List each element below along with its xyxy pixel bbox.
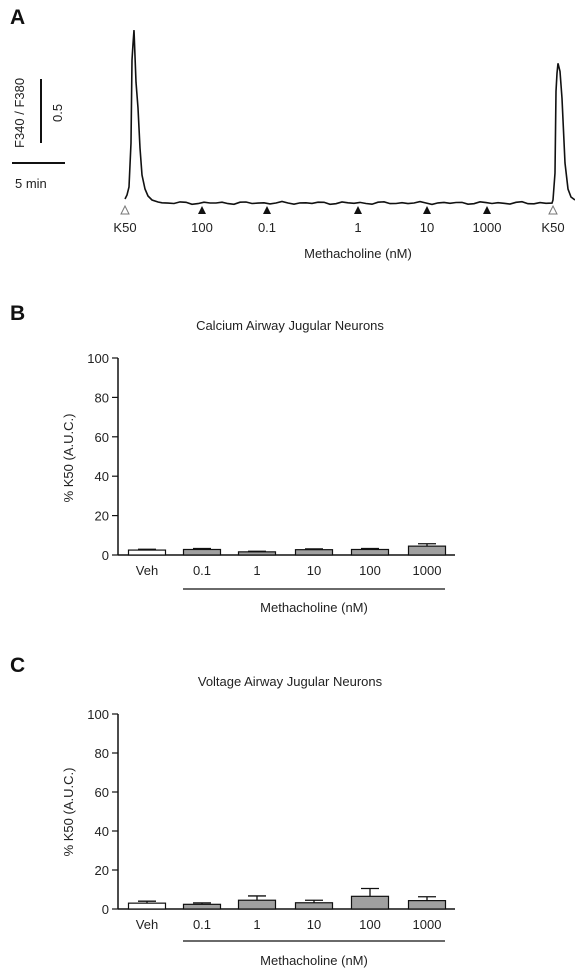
event-marker-10 [423, 206, 431, 214]
chart-c-title: Voltage Airway Jugular Neurons [198, 674, 383, 689]
scale-bar-y-value: 0.5 [50, 104, 65, 122]
panel-c: C Voltage Airway Jugular Neurons % K50 (… [10, 654, 455, 968]
scale-bar-y-label: F340 / F380 [12, 78, 27, 148]
chart-b-x-tick-label-10: 10 [307, 563, 321, 578]
chart-c-y-tick-label-60: 60 [95, 785, 109, 800]
chart-b-y-tick-label-100: 100 [87, 351, 109, 366]
trace-x-axis-label: Methacholine (nM) [304, 246, 412, 261]
chart-c-x-tick-label-1: 1 [253, 917, 260, 932]
chart-c-y-tick-label-40: 40 [95, 824, 109, 839]
chart-c-y-tick-label-100: 100 [87, 707, 109, 722]
chart-c-bar-100 [350, 895, 390, 910]
event-label-10: 10 [420, 220, 434, 235]
event-markers: K50 100 0.1 1 10 1000 K50 [113, 204, 565, 235]
chart-c-x-tick-label-veh: Veh [136, 917, 158, 932]
chart-c-x-tick-label-100: 100 [359, 917, 381, 932]
chart-c-x-axis-label: Methacholine (nM) [260, 953, 368, 968]
event-label-0-1: 0.1 [258, 220, 276, 235]
panel-letter-b: B [10, 302, 25, 325]
chart-c-error-bar-0-1 [193, 902, 211, 905]
chart-b-x-tick-label-100: 100 [359, 563, 381, 578]
calcium-trace-line [124, 30, 575, 206]
event-marker-1 [354, 206, 362, 214]
chart-b-bar-0-1 [182, 548, 222, 556]
chart-c-error-bar-10 [305, 899, 323, 903]
chart-c-y-tick-label-0: 0 [102, 902, 109, 917]
event-label-k50-end: K50 [541, 220, 564, 235]
chart-c-error-bar-1 [248, 895, 266, 901]
chart-c-x-tick-label-1000: 1000 [413, 917, 442, 932]
panel-letter-a: A [10, 6, 25, 29]
event-marker-k50-end [548, 204, 558, 215]
event-marker-0-1 [263, 206, 271, 214]
chart-b-y-axis-label: % K50 (A.U.C.) [61, 414, 76, 503]
chart-b-y-ticks: 0 20 40 60 80 100 [87, 351, 118, 563]
chart-b-title: Calcium Airway Jugular Neurons [196, 318, 384, 333]
event-label-1: 1 [354, 220, 361, 235]
scale-bar: F340 / F380 0.5 5 min [12, 78, 65, 191]
chart-c-error-bar-100 [361, 887, 379, 897]
event-label-k50-start: K50 [113, 220, 136, 235]
chart-b-bar-veh [127, 549, 167, 556]
event-marker-1000 [483, 206, 491, 214]
chart-c-bar-0-1 [182, 903, 222, 910]
chart-b-bar-10 [294, 549, 334, 556]
chart-b-x-tick-label-0-1: 0.1 [193, 563, 211, 578]
event-label-1000: 1000 [473, 220, 502, 235]
chart-b-bar-100 [350, 548, 390, 556]
chart-b-error-bar-1000 [418, 543, 436, 547]
chart-c-bar-1 [237, 899, 277, 910]
chart-b-y-tick-label-0: 0 [102, 548, 109, 563]
chart-c-x-tick-label-10: 10 [307, 917, 321, 932]
chart-c-error-bar-veh [138, 900, 156, 904]
chart-c-x-tick-label-0-1: 0.1 [193, 917, 211, 932]
chart-c-bar-10 [294, 902, 334, 910]
chart-b-error-bar-veh [138, 548, 156, 551]
chart-b-y-tick-label-40: 40 [95, 469, 109, 484]
chart-b-x-tick-label-1000: 1000 [413, 563, 442, 578]
chart-c-y-tick-label-80: 80 [95, 746, 109, 761]
event-label-100: 100 [191, 220, 213, 235]
panel-a: A F340 / F380 0.5 5 min K50 100 0.1 1 10… [10, 6, 575, 261]
chart-b-error-bar-100 [361, 547, 379, 550]
chart-b-bar-1 [237, 551, 277, 556]
chart-c-y-ticks: 0 20 40 60 80 100 [87, 707, 118, 917]
scale-bar-x-value: 5 min [15, 176, 47, 191]
chart-b-error-bar-10 [305, 548, 323, 550]
chart-b-bar-1000 [407, 545, 447, 556]
chart-b-bars: Veh 0.1 1 10 100 1000 [127, 543, 447, 578]
panel-b: B Calcium Airway Jugular Neurons % K50 (… [10, 302, 455, 615]
chart-b-y-tick-label-60: 60 [95, 430, 109, 445]
chart-b-x-tick-label-veh: Veh [136, 563, 158, 578]
chart-b-error-bar-1 [248, 550, 266, 552]
chart-c-y-axis-label: % K50 (A.U.C.) [61, 768, 76, 857]
chart-c-error-bar-1000 [418, 896, 436, 901]
chart-b-y-tick-label-80: 80 [95, 390, 109, 405]
chart-c-bar-veh [127, 902, 167, 910]
chart-b-error-bar-0-1 [193, 547, 211, 550]
event-marker-100 [198, 206, 206, 214]
chart-c-bar-1000 [407, 900, 447, 910]
panel-letter-c: C [10, 654, 25, 677]
chart-b-y-tick-label-20: 20 [95, 509, 109, 524]
chart-c-y-tick-label-20: 20 [95, 863, 109, 878]
chart-b-x-axis-label: Methacholine (nM) [260, 600, 368, 615]
chart-c-bars: Veh 0.1 1 10 100 1000 [127, 887, 447, 932]
chart-b-x-tick-label-1: 1 [253, 563, 260, 578]
event-marker-k50-start [120, 204, 130, 215]
